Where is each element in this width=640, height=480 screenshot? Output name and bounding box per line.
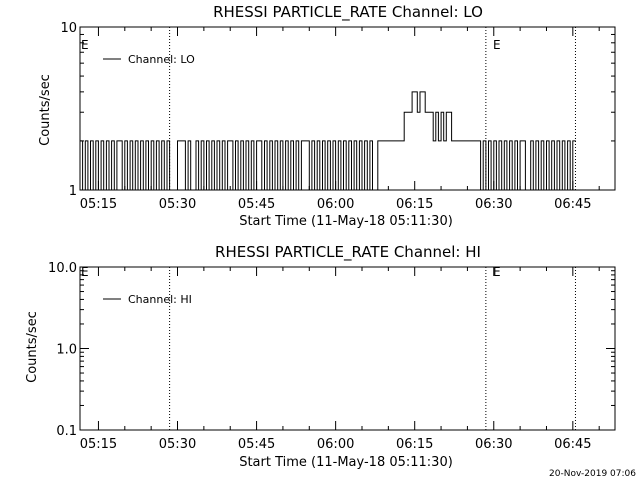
- generation-timestamp: 20-Nov-2019 07:06: [549, 469, 636, 479]
- data-series-line: [80, 91, 576, 191]
- plot-frame: [79, 26, 616, 191]
- x-tick-label: 06:30: [475, 197, 512, 212]
- y-tick-label: 10.0: [48, 261, 77, 276]
- x-tick-label: 06:00: [317, 197, 354, 212]
- x-tick-label: 06:45: [554, 197, 591, 212]
- chart-title-hi: RHESSI PARTICLE_RATE Channel: HI: [215, 243, 481, 262]
- edge-flag-right-hi: E: [493, 265, 501, 279]
- x-tick-label: 06:15: [396, 437, 433, 452]
- x-tick-label: 05:30: [159, 197, 196, 212]
- edge-flag-left-hi: E: [81, 265, 89, 279]
- x-axis-label-lo: Start Time (11-May-18 05:11:30): [239, 214, 453, 229]
- y-tick-label: 1: [69, 184, 77, 199]
- x-tick-label: 05:30: [159, 437, 196, 452]
- plot-frame: [79, 266, 616, 431]
- chart-panel-lo: RHESSI PARTICLE_RATE Channel: LO Counts/…: [38, 3, 616, 229]
- edge-flag-right-lo: E: [493, 38, 501, 52]
- x-tick-label: 05:45: [238, 197, 275, 212]
- chart-title-lo: RHESSI PARTICLE_RATE Channel: LO: [213, 3, 483, 22]
- x-tick-label: 06:45: [554, 437, 591, 452]
- chart-panel-hi: RHESSI PARTICLE_RATE Channel: HI Counts/…: [25, 243, 616, 470]
- y-tick-label: 1.0: [56, 343, 77, 358]
- x-tick-label: 06:30: [475, 437, 512, 452]
- y-tick-label: 10: [60, 21, 77, 36]
- y-axis-label-lo: Counts/sec: [38, 74, 53, 146]
- y-axis-label-hi: Counts/sec: [25, 311, 40, 383]
- x-tick-label: 06:00: [317, 437, 354, 452]
- x-tick-label: 05:15: [80, 437, 117, 452]
- x-tick-label: 05:15: [80, 197, 117, 212]
- y-tick-label: 0.1: [56, 424, 77, 439]
- x-tick-label: 05:45: [238, 437, 275, 452]
- legend-label-hi: Channel: HI: [128, 293, 192, 306]
- x-tick-label: 06:15: [396, 197, 433, 212]
- x-axis-label-hi: Start Time (11-May-18 05:11:30): [239, 455, 453, 470]
- legend-label-lo: Channel: LO: [128, 53, 195, 66]
- edge-flag-left-lo: E: [81, 38, 89, 52]
